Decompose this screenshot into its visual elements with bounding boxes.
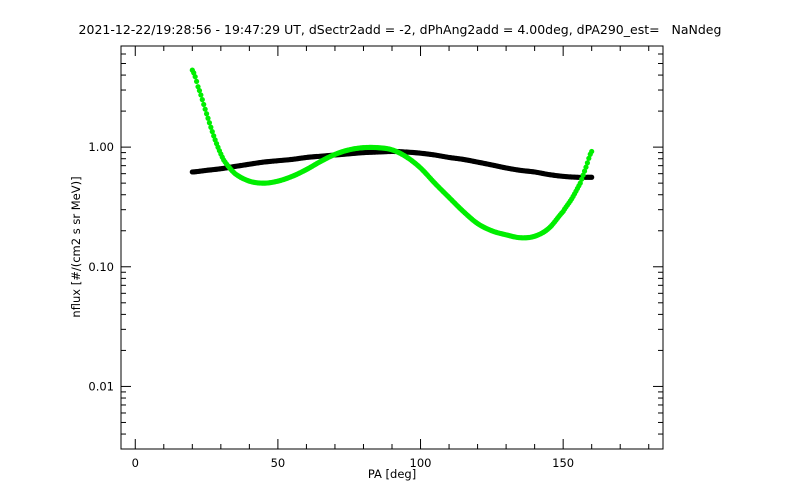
- series-2-point: [211, 133, 217, 139]
- series-2-point: [209, 129, 215, 135]
- series-2-point: [203, 111, 210, 117]
- x-tick-label: 100: [410, 456, 432, 470]
- series-1: [189, 148, 595, 180]
- chart-title: 2021-12-22/19:28:56 - 19:47:29 UT, dSect…: [79, 22, 722, 37]
- y-tick-label: 1.00: [88, 140, 114, 154]
- series-2-point: [195, 84, 201, 90]
- series-2-point: [589, 148, 595, 155]
- y-tick-label: 0.01: [88, 379, 114, 393]
- series-2-point: [580, 172, 586, 178]
- x-tick-label: 0: [132, 456, 139, 470]
- y-tick-label: 0.10: [88, 260, 114, 274]
- x-tick-label: 50: [271, 456, 286, 470]
- series-2-point: [205, 115, 211, 121]
- y-axis: 0.01 0.10 1.00: [88, 45, 663, 450]
- series-2-point: [206, 120, 213, 126]
- series-2-point: [192, 74, 198, 80]
- series-1-point: [589, 174, 595, 180]
- series-2-point: [198, 92, 204, 98]
- series-layer: [189, 67, 595, 241]
- series-2-point: [201, 101, 207, 108]
- series-2-point: [208, 124, 214, 130]
- series-2-point: [577, 180, 583, 186]
- y-axis-label: nflux [#/(cm2 s sr MeV)]: [69, 176, 83, 317]
- x-tick-label: 150: [552, 456, 574, 470]
- series-2-point: [196, 87, 203, 94]
- series-2-point: [199, 97, 205, 103]
- x-axis: 0 50 100 150: [132, 46, 650, 470]
- series-2-point: [586, 155, 592, 161]
- series-2: [189, 67, 595, 241]
- series-2-point: [579, 176, 585, 182]
- x-axis-label: PA [deg]: [368, 467, 416, 481]
- series-2-point: [581, 168, 588, 174]
- series-2-point: [583, 164, 589, 170]
- series-2-point: [584, 160, 591, 166]
- series-2-point: [202, 106, 208, 112]
- series-2-point: [193, 78, 200, 85]
